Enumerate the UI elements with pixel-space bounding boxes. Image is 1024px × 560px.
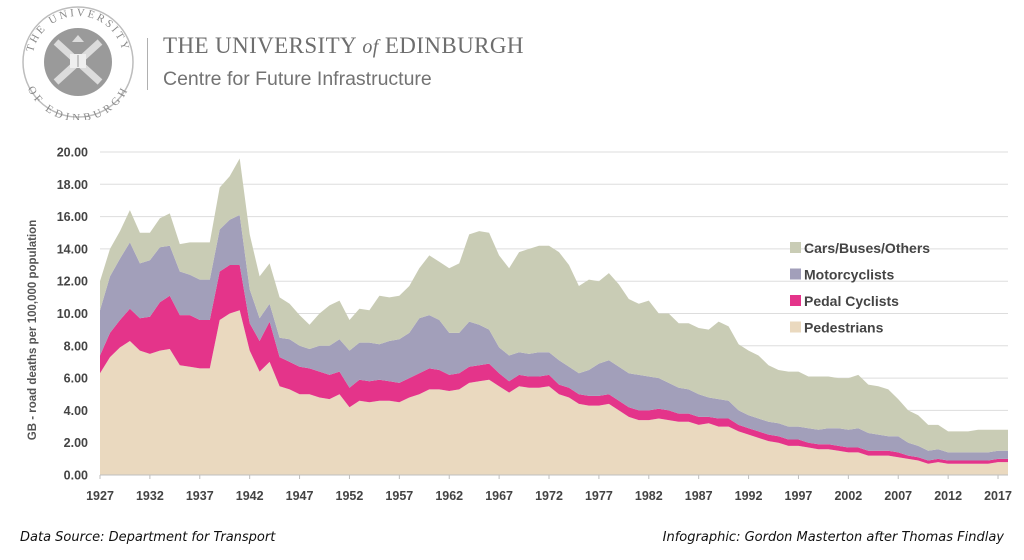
area-cars-buses-others [100, 158, 1008, 453]
legend-swatch-pedestrians [790, 321, 801, 333]
x-tick-label-6: 1957 [385, 489, 413, 503]
y-tick-labels: 0.00 2.00 4.00 6.00 8.00 10.00 12.00 14.00 16.00… [57, 146, 88, 483]
x-tick-label-11: 1982 [635, 489, 663, 503]
x-tick-label-16: 2007 [884, 489, 912, 503]
area-pedestrians [100, 310, 1008, 475]
data-source-note: Data Source: Department for Transport [20, 530, 276, 545]
y-tick-label-0: 0.00 [64, 469, 88, 483]
y-axis-label: GB - road deaths per 100,000 population [27, 220, 39, 440]
x-tick-label-10: 1977 [585, 489, 613, 503]
y-tick-label-9: 18.00 [57, 178, 88, 192]
legend-label-motorcyclists: Motorcyclists [804, 267, 894, 283]
axes [99, 474, 1008, 479]
legend-swatch-cars-buses-others [790, 242, 801, 253]
infographic-credit: Infographic: Gordon Masterton after Thom… [662, 530, 1004, 545]
x-tick-label-17: 2012 [934, 489, 962, 503]
x-tick-label-8: 1967 [485, 489, 513, 503]
x-tick-label-12: 1987 [685, 489, 713, 503]
x-tick-label-5: 1952 [336, 489, 364, 503]
university-name: THE UNIVERSITY of EDINBURGH [163, 33, 524, 58]
x-tick-label-15: 2002 [834, 489, 862, 503]
y-tick-label-10: 20.00 [57, 146, 88, 160]
stacked-areas [100, 158, 1008, 475]
header-divider [147, 38, 148, 90]
x-tick-labels: 1927 1932 1937 1942 1947 1952 1957 1962 1967 1972… [86, 489, 1012, 503]
legend-label-pedal-cyclists: Pedal Cyclists [804, 293, 899, 309]
legend-swatch-pedal-cyclists [790, 295, 801, 306]
university-seal-logo: THE UNIVERSITY OF EDINBURGH [22, 6, 134, 120]
x-tick-label-0: 1927 [86, 489, 114, 503]
x-tick-label-13: 1992 [735, 489, 763, 503]
y-tick-label-7: 14.00 [57, 242, 88, 256]
y-tick-label-3: 6.00 [64, 372, 88, 386]
x-tick-label-7: 1962 [435, 489, 463, 503]
y-tick-label-5: 10.00 [57, 307, 88, 321]
area-pedal-cyclists [100, 265, 1008, 464]
x-tick-label-14: 1997 [785, 489, 813, 503]
y-tick-label-4: 8.00 [64, 339, 88, 353]
x-tick-label-1: 1932 [136, 489, 164, 503]
x-tick-label-9: 1972 [535, 489, 563, 503]
x-tick-label-2: 1937 [186, 489, 214, 503]
legend-label-pedestrians: Pedestrians [804, 320, 884, 336]
legend: Cars/Buses/Others Motorcyclists Pedal Cycl… [790, 240, 930, 336]
legend-swatch-motorcyclists [790, 268, 801, 280]
legend-label-cars-buses-others: Cars/Buses/Others [804, 240, 930, 256]
x-tick-label-3: 1942 [236, 489, 264, 503]
y-tick-label-2: 4.00 [64, 404, 88, 418]
y-tick-label-8: 16.00 [57, 210, 88, 224]
centre-name: Centre for Future Infrastructure [163, 68, 432, 90]
y-tick-label-6: 12.00 [57, 275, 88, 289]
x-tick-label-4: 1947 [286, 489, 314, 503]
y-tick-label-1: 2.00 [64, 436, 88, 450]
x-tick-label-18: 2017 [984, 489, 1012, 503]
